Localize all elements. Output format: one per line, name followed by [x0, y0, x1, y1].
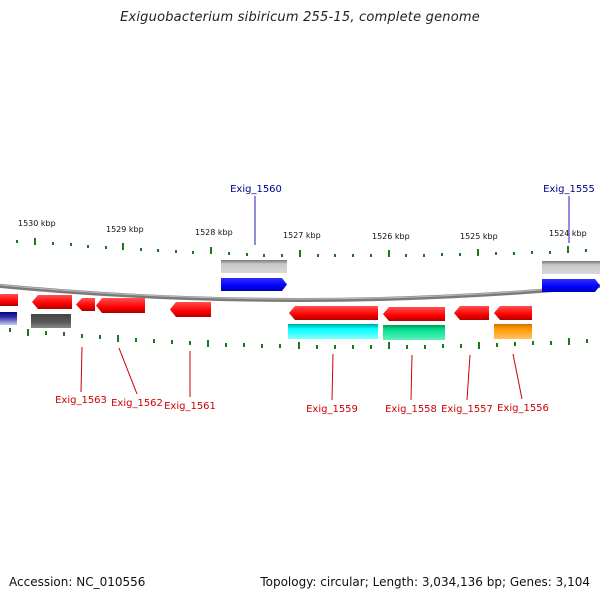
topology-label: Topology: [260, 575, 317, 589]
gray-feature-1560 [221, 260, 287, 273]
accession-value: NC_010556 [76, 575, 146, 589]
gene-label-exig-1559[interactable]: Exig_1559 [306, 404, 358, 415]
orange-feature-1556 [494, 324, 532, 339]
cds-arrow-1563b[interactable] [76, 298, 95, 311]
reverse-label-leaders [80, 346, 523, 401]
gene-label-exig-1562[interactable]: Exig_1562 [111, 398, 163, 409]
cds-arrow-exig-1561[interactable] [170, 302, 211, 317]
scale-label-1526: 1526 kbp [372, 232, 410, 241]
cds-arrow-left-edge[interactable] [0, 294, 18, 306]
lower-tick-row [9, 328, 588, 349]
cds-arrow-exig-1558[interactable] [383, 307, 445, 321]
scale-label-1529: 1529 kbp [106, 225, 144, 234]
forward-features [221, 260, 600, 292]
gene-label-exig-1560[interactable]: Exig_1560 [230, 184, 282, 195]
cds-arrow-exig-1562[interactable] [96, 298, 145, 313]
gene-label-exig-1561[interactable]: Exig_1561 [164, 401, 216, 412]
gene-label-exig-1555[interactable]: Exig_1555 [543, 184, 595, 195]
scale-label-1530: 1530 kbp [18, 219, 56, 228]
navy-feature-left-edge [0, 312, 17, 325]
green-feature-1558 [383, 325, 445, 340]
map-title: Exiguobacterium sibiricum 255-15, comple… [120, 10, 480, 25]
cds-arrow-exig-1559[interactable] [289, 306, 378, 320]
scale-label-1527: 1527 kbp [283, 231, 321, 240]
genes-label: Genes: [509, 575, 552, 589]
cds-arrow-exig-1555[interactable] [542, 279, 600, 292]
gene-label-exig-1563[interactable]: Exig_1563 [55, 395, 107, 406]
cyan-feature-1559 [288, 324, 378, 339]
length-label: Length: [372, 575, 419, 589]
cds-arrow-exig-1557[interactable] [454, 306, 489, 320]
upper-tick-row [16, 238, 587, 257]
topology-value: circular [320, 575, 365, 589]
reverse-features [0, 294, 532, 340]
accession-label: Accession: [9, 575, 73, 589]
cds-arrow-exig-1563[interactable] [32, 295, 72, 309]
dark-gray-feature-1563 [31, 314, 71, 328]
scale-label-1525: 1525 kbp [460, 232, 498, 241]
backbone-arc [0, 283, 600, 302]
backbone-arc-highlight [0, 284, 600, 300]
accession-info: Accession: NC_010556 [9, 575, 145, 589]
gene-label-exig-1558[interactable]: Exig_1558 [385, 404, 437, 415]
length-value: 3,034,136 bp [421, 575, 502, 589]
genome-stats: Topology: circular; Length: 3,034,136 bp… [260, 575, 590, 589]
gray-feature-1555 [542, 261, 600, 274]
cds-arrow-exig-1556[interactable] [494, 306, 532, 320]
gene-label-exig-1557[interactable]: Exig_1557 [441, 404, 493, 415]
forward-label-leaders [254, 196, 570, 245]
scale-label-1528: 1528 kbp [195, 228, 233, 237]
genes-value: 3,104 [555, 575, 590, 589]
gene-label-exig-1556[interactable]: Exig_1556 [497, 403, 549, 414]
scale-label-1524: 1524 kbp [549, 229, 587, 238]
cds-arrow-exig-1560[interactable] [221, 278, 287, 291]
